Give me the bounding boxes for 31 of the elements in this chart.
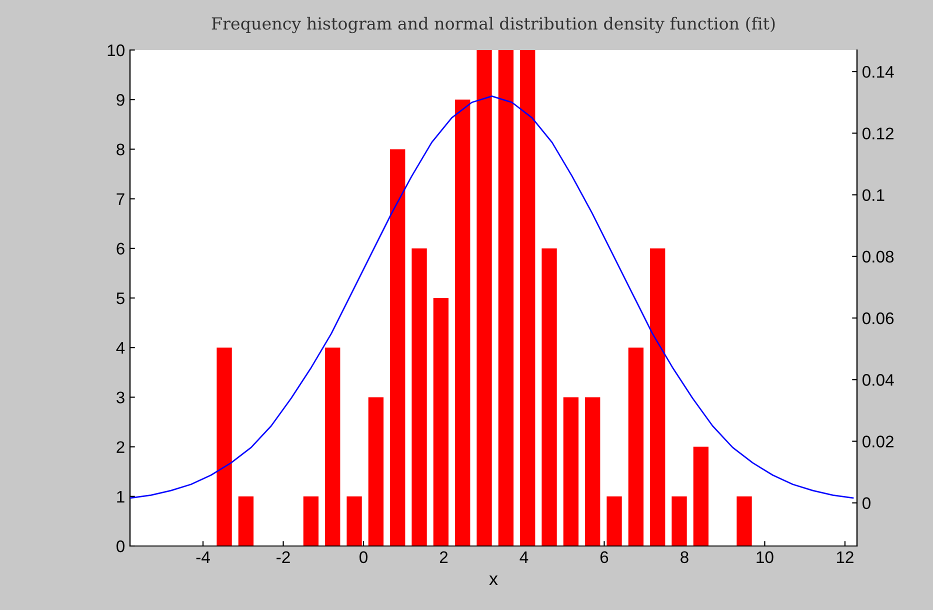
x-tick-label: 0 [360, 551, 368, 564]
x-tick-label: -4 [196, 551, 210, 563]
y-tick-label: 10 [108, 44, 124, 56]
y-tick-label: 9 [116, 94, 124, 106]
y-tick-label: 1 [117, 490, 124, 502]
y-tick-label: 3 [116, 392, 124, 404]
y2-tick-label: 0 [862, 497, 870, 510]
chart-title: Frequency histogram and normal distribution density function (fit) [212, 16, 775, 34]
x-axis-title: x [489, 576, 498, 586]
y-tick-label: 8 [116, 144, 124, 156]
y2-tick-label: 0.04 [862, 374, 894, 386]
x-tick-label: 6 [600, 551, 608, 564]
y2-tick-label: 0.02 [862, 436, 894, 448]
x-tick-label: 8 [680, 551, 688, 564]
x-tick-label: 12 [836, 551, 854, 563]
y-tick-label: 4 [116, 342, 125, 354]
x-tick-label: 2 [440, 551, 448, 563]
y2-tick-label: 0.06 [862, 312, 894, 324]
x-tick-label: -2 [276, 551, 290, 563]
y2-tick-label: 0.12 [862, 128, 894, 140]
y-tick-label: 2 [116, 441, 124, 453]
x-tick-label: 4 [520, 551, 528, 563]
x-tick-label: 10 [756, 551, 774, 564]
y-tick-label: 0 [116, 540, 124, 552]
y2-tick-label: 0.14 [862, 66, 894, 78]
y-tick-label: 5 [116, 292, 124, 304]
y2-tick-label: 0.08 [862, 250, 894, 263]
y-tick-label: 7 [116, 193, 124, 205]
y-tick-label: 6 [116, 242, 124, 255]
line-series [130, 96, 854, 499]
y2-tick-label: 0.1 [862, 189, 884, 201]
